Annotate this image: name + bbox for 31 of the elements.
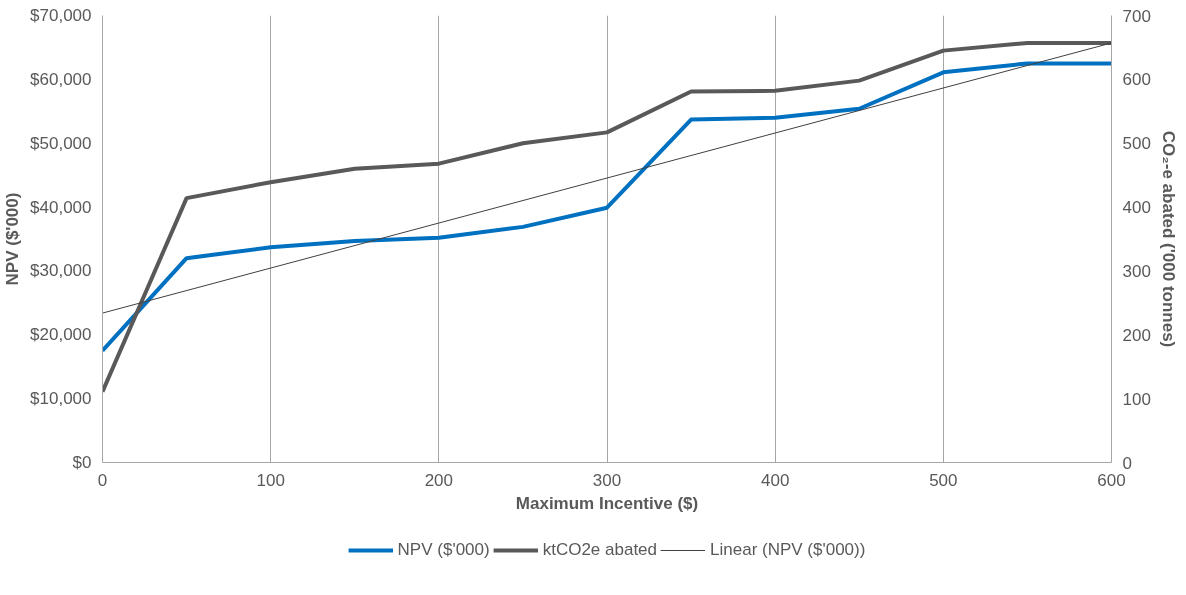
- y-tick-label: $40,000: [30, 197, 92, 217]
- x-tick-label: 300: [592, 470, 622, 490]
- x-tick-label: 600: [1097, 470, 1126, 490]
- y-tick-label: $0: [72, 453, 92, 472]
- legend-label: ktCO2e abated: [542, 540, 658, 560]
- y2-tick-label: 0: [1122, 453, 1132, 473]
- legend-label: NPV ($'000): [397, 540, 490, 560]
- y-tick-label: $50,000: [30, 133, 92, 153]
- y2-tick-label: 200: [1122, 325, 1151, 345]
- y2-tick-label: 400: [1122, 198, 1151, 218]
- y-tick-label: $30,000: [30, 261, 92, 281]
- y2-tick-label: 500: [1122, 134, 1151, 154]
- y-axis-title: NPV ($'000): [3, 192, 23, 286]
- x-tick-label: 0: [97, 470, 108, 490]
- y2-tick-label: 600: [1122, 70, 1151, 90]
- x-tick-label: 200: [424, 470, 454, 490]
- y-tick-label: $20,000: [30, 325, 92, 345]
- y-tick-label: $60,000: [30, 69, 92, 89]
- y2-tick-label: 700: [1122, 6, 1151, 26]
- y2-tick-label: 300: [1122, 261, 1151, 281]
- legend-label: Linear (NPV ($'000)): [710, 540, 866, 560]
- y2-tick-label: 100: [1122, 389, 1151, 409]
- y-tick-label: $10,000: [30, 389, 92, 409]
- x-axis-title: Maximum Incentive ($): [515, 493, 699, 513]
- y-tick-label: $70,000: [30, 6, 92, 25]
- x-tick-label: 100: [256, 470, 285, 490]
- line-series: [102, 40, 1112, 394]
- line-series: [102, 61, 1112, 353]
- x-tick-label: 400: [760, 470, 790, 490]
- y2-axis-title: CO₂-e abated ('000 tonnes): [1158, 130, 1178, 348]
- x-tick-label: 500: [929, 470, 958, 490]
